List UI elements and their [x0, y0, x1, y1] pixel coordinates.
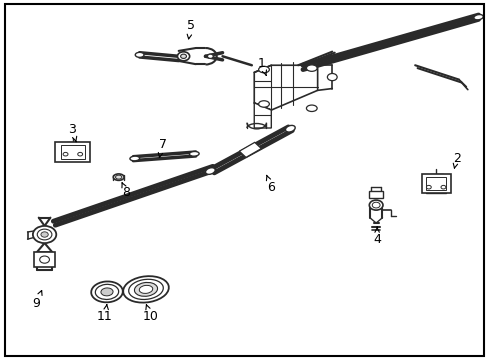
Ellipse shape [95, 284, 119, 300]
Text: 3: 3 [68, 123, 77, 142]
Ellipse shape [285, 125, 295, 132]
Polygon shape [254, 103, 271, 128]
Text: 5: 5 [186, 19, 194, 39]
Ellipse shape [440, 185, 445, 189]
Ellipse shape [37, 229, 52, 240]
Ellipse shape [306, 105, 317, 112]
Text: 1: 1 [257, 57, 266, 75]
Ellipse shape [139, 285, 152, 293]
Ellipse shape [207, 54, 213, 58]
Ellipse shape [101, 288, 113, 296]
Ellipse shape [115, 175, 122, 179]
Ellipse shape [180, 54, 186, 58]
Ellipse shape [426, 185, 430, 189]
Ellipse shape [306, 65, 317, 71]
Bar [425, 177, 446, 190]
Text: 9: 9 [32, 291, 42, 310]
Bar [34, 252, 55, 267]
Text: 10: 10 [142, 305, 159, 324]
Bar [421, 174, 450, 193]
Text: 4: 4 [372, 227, 380, 246]
Ellipse shape [371, 202, 379, 208]
Ellipse shape [258, 101, 269, 107]
Ellipse shape [41, 232, 48, 237]
Text: 8: 8 [122, 183, 130, 199]
Ellipse shape [63, 152, 68, 156]
Bar [61, 145, 85, 159]
Ellipse shape [130, 156, 140, 161]
Ellipse shape [473, 14, 482, 20]
Ellipse shape [134, 283, 157, 296]
Ellipse shape [40, 256, 49, 263]
Text: 11: 11 [97, 305, 113, 324]
Ellipse shape [33, 226, 56, 243]
Ellipse shape [189, 152, 199, 156]
Text: 6: 6 [266, 175, 275, 194]
Ellipse shape [258, 66, 269, 73]
Bar [55, 141, 90, 162]
Bar [368, 191, 383, 198]
Ellipse shape [78, 152, 82, 156]
Text: 7: 7 [158, 138, 166, 157]
Polygon shape [254, 65, 317, 110]
Ellipse shape [368, 200, 382, 210]
Ellipse shape [205, 168, 215, 174]
Text: 2: 2 [452, 152, 460, 168]
Ellipse shape [177, 52, 189, 61]
Ellipse shape [327, 73, 336, 81]
Bar [239, 142, 261, 157]
Ellipse shape [113, 174, 124, 180]
Ellipse shape [91, 282, 122, 302]
Ellipse shape [128, 279, 163, 300]
Ellipse shape [135, 52, 144, 57]
Ellipse shape [123, 276, 168, 303]
